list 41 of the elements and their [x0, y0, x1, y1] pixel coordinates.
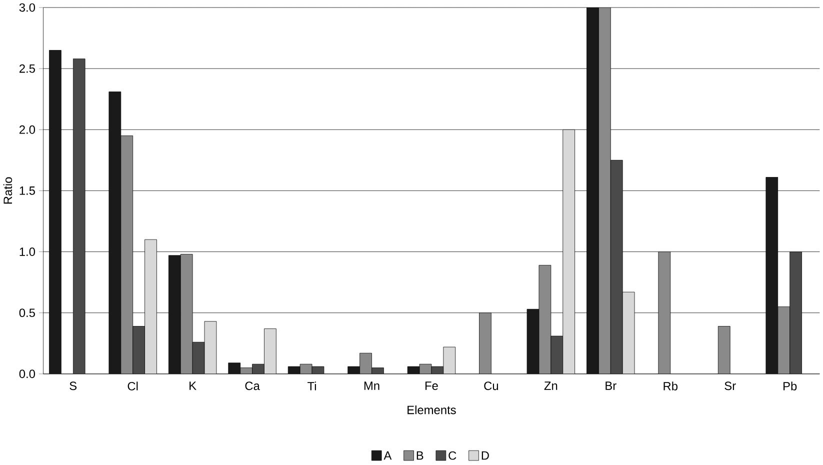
bar — [204, 321, 217, 374]
y-tick-label: 1.0 — [20, 247, 36, 256]
y-tick-label: 2.5 — [19, 64, 35, 73]
x-tick-label: K — [190, 382, 196, 390]
legend-label: C — [448, 451, 456, 460]
y-axis-title: Ratio — [3, 177, 12, 204]
y-tick-label: 0.5 — [19, 308, 35, 317]
legend-label: A — [384, 451, 392, 460]
bar — [264, 328, 276, 374]
legend-label: B — [416, 451, 424, 460]
x-tick-label: Rb — [664, 382, 678, 390]
x-tick-label: S — [70, 382, 77, 390]
bar — [622, 292, 635, 374]
y-tick-label: 1.5 — [20, 186, 35, 195]
y-tick-label: 0.0 — [19, 370, 36, 378]
bar — [479, 312, 492, 374]
x-tick-label: Sr — [724, 382, 736, 390]
x-tick-label: Mn — [364, 382, 380, 390]
bar — [778, 306, 790, 374]
bar — [443, 346, 456, 374]
y-tick-label: 2.0 — [19, 125, 36, 134]
bar — [180, 254, 193, 374]
x-tick-label: Ti — [308, 382, 316, 390]
x-tick-label: Br — [606, 382, 616, 390]
x-axis-title: Elements — [408, 405, 456, 414]
bar — [598, 7, 611, 374]
x-tick-label: Cu — [484, 382, 498, 390]
bar — [658, 252, 671, 374]
bar — [120, 135, 134, 374]
bar — [538, 264, 552, 374]
bar — [360, 352, 372, 374]
y-tick-label: 3.0 — [19, 3, 36, 12]
x-tick-label: Pb — [784, 382, 797, 390]
x-tick-label: Cl — [128, 382, 138, 390]
x-tick-label: Zn — [544, 382, 558, 390]
bar — [718, 326, 730, 374]
bar — [562, 129, 575, 374]
bar — [144, 239, 157, 374]
x-tick-label: Ca — [245, 382, 260, 390]
legend-label: D — [482, 451, 489, 460]
x-tick-label: Fe — [425, 382, 438, 390]
